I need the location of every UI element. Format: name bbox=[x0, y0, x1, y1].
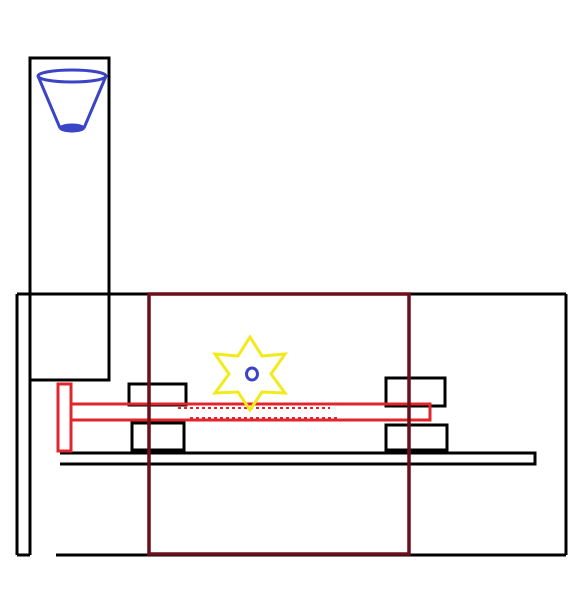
gear-hub bbox=[245, 366, 259, 382]
lead-screw-body bbox=[72, 402, 432, 422]
lead-screw bbox=[72, 402, 432, 422]
lower-left-block bbox=[130, 421, 186, 452]
screw-handle bbox=[56, 382, 73, 453]
upper-left-block bbox=[127, 382, 188, 407]
guide-rail bbox=[60, 451, 537, 466]
center-frame bbox=[147, 292, 411, 556]
star-gear-icon bbox=[211, 334, 289, 413]
funnel-icon bbox=[36, 68, 108, 133]
lower-right-block bbox=[384, 423, 449, 452]
base-housing bbox=[15, 292, 568, 557]
hopper-column bbox=[28, 56, 111, 382]
upper-right-block bbox=[384, 376, 447, 408]
